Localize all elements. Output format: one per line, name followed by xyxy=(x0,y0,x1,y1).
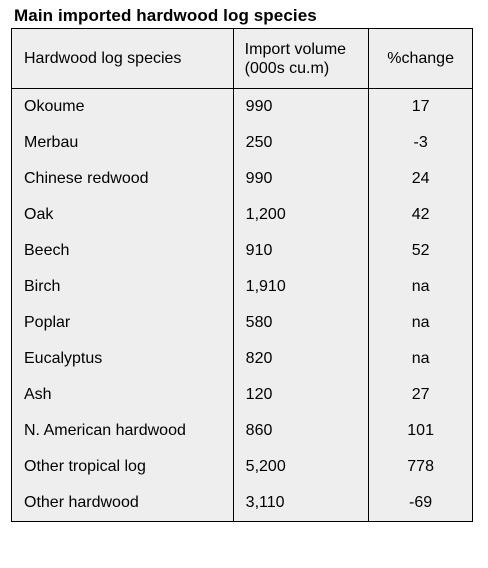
table-row: Birch 1,910 na xyxy=(11,269,473,305)
header-row: Hardwood log species Import volume (000s… xyxy=(11,28,473,89)
volume-cell: 3,110 xyxy=(232,485,370,522)
change-cell: na xyxy=(368,269,473,305)
change-cell: 778 xyxy=(368,449,473,485)
header-change: %change xyxy=(368,28,473,89)
volume-cell: 5,200 xyxy=(232,449,370,485)
volume-cell: 990 xyxy=(232,161,370,197)
volume-cell: 820 xyxy=(232,341,370,377)
volume-cell: 1,200 xyxy=(232,197,370,233)
hardwood-species-table: Hardwood log species Import volume (000s… xyxy=(11,28,473,522)
change-cell: na xyxy=(368,341,473,377)
table-row: Other tropical log 5,200 778 xyxy=(11,449,473,485)
header-import-volume: Import volume (000s cu.m) xyxy=(232,28,370,89)
change-cell: na xyxy=(368,305,473,341)
species-cell: N. American hardwood xyxy=(11,413,234,449)
species-cell: Poplar xyxy=(11,305,234,341)
volume-cell: 990 xyxy=(232,88,370,125)
table-row: Ash 120 27 xyxy=(11,377,473,413)
species-cell: Chinese redwood xyxy=(11,161,234,197)
table-row: Beech 910 52 xyxy=(11,233,473,269)
header-volume-line2: (000s cu.m) xyxy=(244,59,330,77)
table-row: Oak 1,200 42 xyxy=(11,197,473,233)
volume-cell: 1,910 xyxy=(232,269,370,305)
table-row: Merbau 250 -3 xyxy=(11,125,473,161)
species-cell: Other tropical log xyxy=(11,449,234,485)
species-cell: Eucalyptus xyxy=(11,341,234,377)
change-cell: 24 xyxy=(368,161,473,197)
species-cell: Ash xyxy=(11,377,234,413)
species-cell: Merbau xyxy=(11,125,234,161)
table-row: Okoume 990 17 xyxy=(11,88,473,125)
volume-cell: 250 xyxy=(232,125,370,161)
volume-cell: 580 xyxy=(232,305,370,341)
change-cell: 42 xyxy=(368,197,473,233)
change-cell: 52 xyxy=(368,233,473,269)
species-cell: Beech xyxy=(11,233,234,269)
change-cell: -69 xyxy=(368,485,473,522)
volume-cell: 120 xyxy=(232,377,370,413)
header-volume-line1: Import volume xyxy=(244,40,347,58)
change-cell: -3 xyxy=(368,125,473,161)
species-cell: Other hardwood xyxy=(11,485,234,522)
table-row: N. American hardwood 860 101 xyxy=(11,413,473,449)
table-row: Chinese redwood 990 24 xyxy=(11,161,473,197)
change-cell: 27 xyxy=(368,377,473,413)
species-cell: Oak xyxy=(11,197,234,233)
table-row: Eucalyptus 820 na xyxy=(11,341,473,377)
header-species: Hardwood log species xyxy=(11,28,234,89)
change-cell: 101 xyxy=(368,413,473,449)
table-row: Other hardwood 3,110 -69 xyxy=(11,485,473,522)
volume-cell: 910 xyxy=(232,233,370,269)
species-cell: Birch xyxy=(11,269,234,305)
change-cell: 17 xyxy=(368,88,473,125)
page-title: Main imported hardwood log species xyxy=(14,6,317,25)
species-cell: Okoume xyxy=(11,88,234,125)
table-row: Poplar 580 na xyxy=(11,305,473,341)
volume-cell: 860 xyxy=(232,413,370,449)
